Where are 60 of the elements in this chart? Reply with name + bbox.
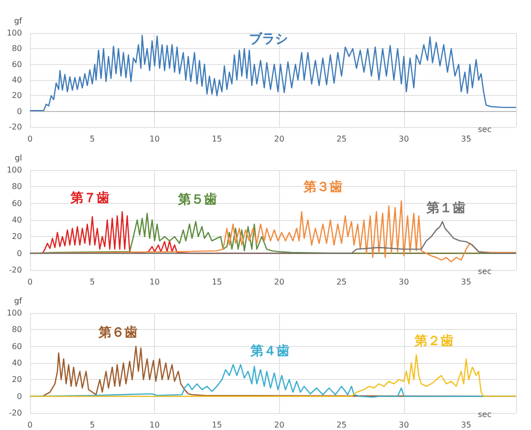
x-tick-label: 0 [27, 420, 33, 430]
y-tick-label: -20 [8, 122, 22, 132]
series-label: 第２歯 [413, 334, 454, 349]
x-tick-label: 20 [274, 420, 284, 430]
y-tick-label: -20 [8, 266, 22, 274]
y-axis-title: gf [14, 16, 22, 26]
y-tick-label: 60 [12, 60, 22, 69]
y-tick-label: 100 [6, 308, 22, 318]
x-tick-label: 10 [150, 278, 160, 286]
x-axis-title: sec [478, 410, 492, 419]
x-axis-title: sec [478, 124, 492, 134]
series-label: 第６歯 [97, 326, 138, 340]
y-tick-label: 20 [12, 91, 22, 100]
y-tick-label: 0 [16, 248, 22, 258]
x-tick-label: 10 [150, 134, 160, 144]
x-tick-label: 35 [461, 420, 472, 430]
x-tick-label: 5 [90, 420, 95, 430]
y-tick-label: 40 [12, 216, 22, 224]
x-tick-label: 10 [150, 420, 160, 430]
x-tick-label: 30 [398, 134, 409, 144]
x-tick-label: 35 [461, 278, 472, 286]
y-tick-label: 80 [12, 182, 22, 192]
x-tick-label: 0 [27, 278, 33, 286]
y-tick-label: 100 [6, 166, 22, 174]
y-tick-label: 40 [12, 358, 22, 368]
y-tick-label: 0 [16, 392, 22, 401]
y-tick-label: 20 [12, 232, 22, 242]
x-tick-label: 0 [27, 134, 33, 144]
series-label: 第３歯 [302, 180, 342, 195]
y-tick-label: 100 [6, 28, 22, 38]
series-label: ブラシ [249, 30, 288, 47]
y-tick-label: 60 [12, 198, 22, 208]
x-tick-label: 5 [90, 278, 95, 286]
x-tick-label: 5 [90, 134, 95, 144]
y-tick-label: 80 [12, 44, 22, 54]
line-series [29, 221, 517, 254]
x-tick-label: 15 [212, 134, 222, 144]
x-tick-label: 30 [398, 278, 409, 286]
x-tick-label: 25 [336, 278, 347, 286]
y-tick-label: 80 [12, 325, 22, 334]
x-tick-label: 15 [212, 278, 222, 286]
x-tick-label: 25 [336, 420, 347, 430]
y-tick-label: 20 [12, 375, 22, 384]
series-label: 第４歯 [249, 344, 290, 359]
y-tick-label: 0 [16, 106, 22, 116]
x-tick-label: 30 [398, 420, 409, 430]
x-tick-label: 15 [212, 420, 222, 430]
series-label: 第７歯 [69, 190, 110, 206]
y-axis-title: gf [14, 296, 22, 306]
y-tick-label: 60 [12, 342, 22, 351]
x-tick-label: 20 [274, 278, 284, 286]
y-axis-title: gl [14, 154, 22, 162]
y-tick-label: -20 [8, 408, 22, 418]
x-axis-title: sec [478, 266, 492, 276]
y-tick-label: 40 [12, 76, 22, 84]
x-tick-label: 25 [336, 134, 347, 144]
x-tick-label: 35 [461, 134, 472, 144]
series-label: 第５歯 [177, 192, 218, 208]
x-tick-label: 20 [274, 134, 284, 144]
series-label: 第１歯 [426, 200, 466, 216]
